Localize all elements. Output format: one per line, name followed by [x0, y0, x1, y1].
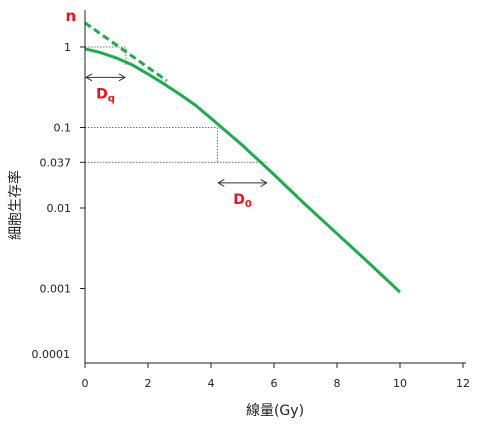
reference-lines — [85, 46, 268, 163]
arrow-left-icon — [85, 73, 93, 82]
bracket-layer: Dq D0 — [85, 73, 268, 210]
y-tick-label-0.1: 0.1 — [54, 122, 72, 135]
annotation-n: n — [65, 7, 76, 25]
survival-curve-line — [84, 47, 402, 294]
y-tick-label-1: 1 — [64, 41, 71, 54]
arrow-left-icon — [217, 178, 225, 187]
x-axis-title: 線量(Gy) — [246, 403, 304, 419]
y-tick-label-0.001: 0.001 — [40, 283, 72, 296]
series-layer — [84, 21, 402, 294]
bracket-D0: D0 — [217, 178, 268, 210]
bracket-Dq: Dq — [85, 73, 126, 104]
x-tick-label-6: 6 — [271, 377, 278, 390]
y-axis-title: 細胞生存率 — [7, 170, 24, 240]
y-tick-label-0.037: 0.037 — [40, 156, 72, 169]
arrow-right-icon — [118, 73, 126, 82]
x-tick-label-4: 4 — [208, 377, 215, 390]
bracket-label-D0: D0 — [233, 192, 252, 210]
ticks: 0 2 4 6 8 10 12 0.0001 0.001 0.01 0.037 0.1 1 — [32, 41, 471, 390]
x-tick-label-10: 10 — [393, 377, 407, 390]
annotations: n — [65, 7, 76, 25]
arrow-right-icon — [260, 178, 268, 187]
extrapolation-dashed-line — [84, 21, 168, 83]
x-tick-label-2: 2 — [145, 377, 152, 390]
y-tick-label-0.01: 0.01 — [47, 202, 72, 215]
x-tick-label-0: 0 — [82, 377, 89, 390]
bracket-label-Dq: Dq — [96, 86, 115, 104]
y-tick-label-0.0001: 0.0001 — [32, 348, 71, 361]
x-tick-label-8: 8 — [334, 377, 341, 390]
x-tick-label-12: 12 — [456, 377, 470, 390]
